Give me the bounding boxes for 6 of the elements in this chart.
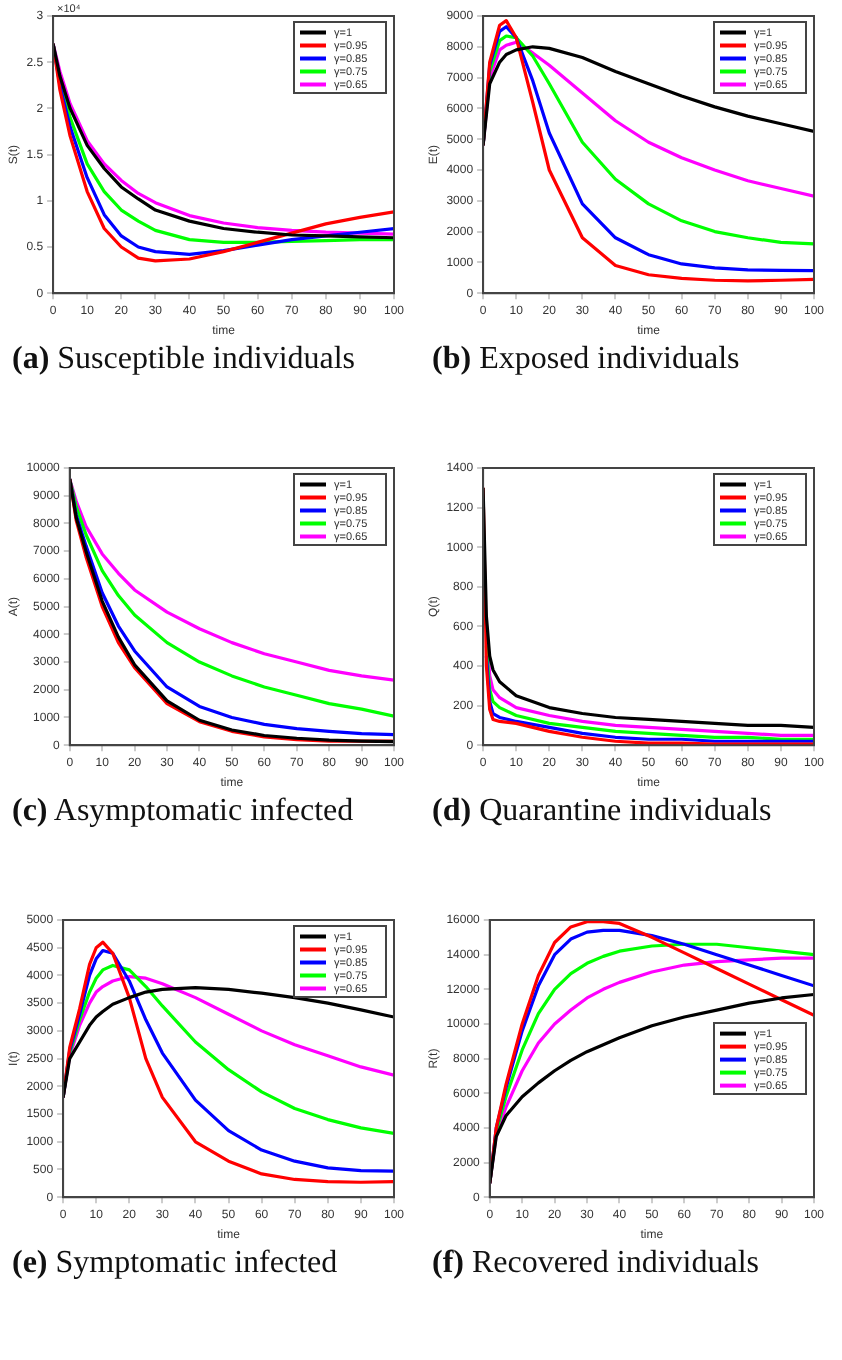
text: (c) Asymptomatic infected: [12, 792, 356, 830]
text: (d) Quarantine individuals: [432, 792, 774, 830]
text: (e) Symptomatic infected: [12, 1244, 340, 1282]
text: (f) Recovered individuals: [432, 1244, 761, 1282]
text: (b) Exposed individuals: [432, 340, 742, 378]
text: (a) Susceptible individuals: [12, 340, 358, 378]
